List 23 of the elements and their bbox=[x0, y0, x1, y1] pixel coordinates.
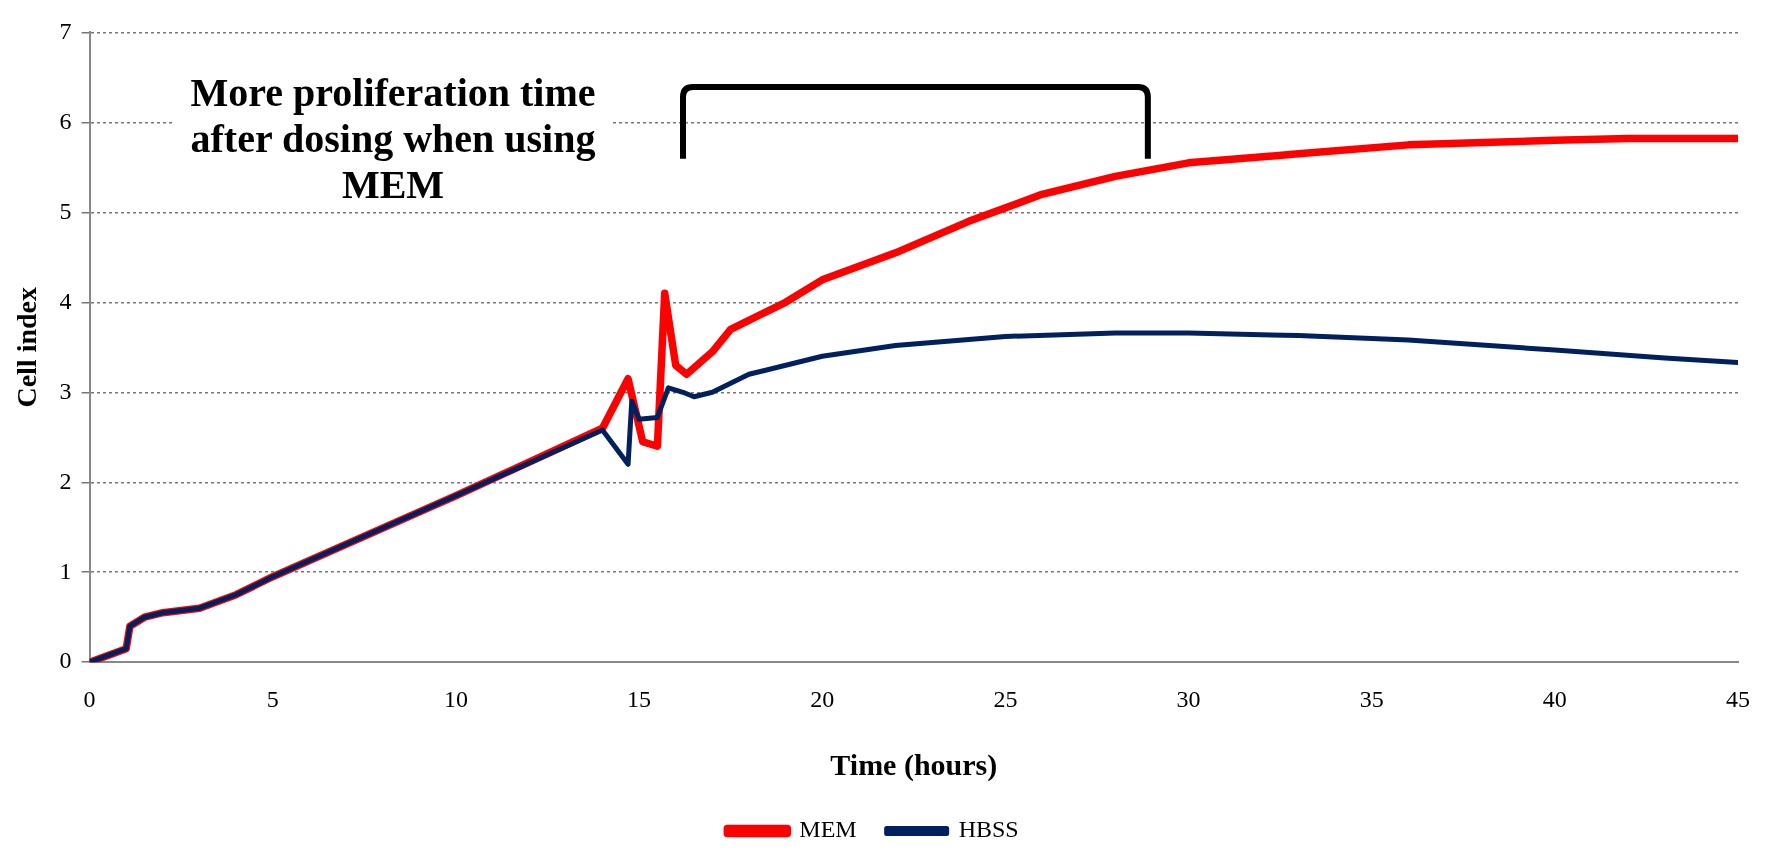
annotation: More proliferation time after dosing when using MEM bbox=[173, 70, 613, 208]
y-tick-label: 7 bbox=[59, 17, 72, 44]
legend-label: HBSS bbox=[958, 816, 1019, 843]
x-tick-label: 45 bbox=[1726, 685, 1750, 712]
x-tick-label: 25 bbox=[993, 685, 1018, 712]
x-tick-label: 40 bbox=[1542, 685, 1567, 712]
y-tick-label: 4 bbox=[59, 287, 72, 314]
y-tick-label: 1 bbox=[59, 557, 72, 584]
x-tick-label: 0 bbox=[83, 685, 96, 712]
legend-label: MEM bbox=[799, 816, 857, 843]
x-tick-label: 10 bbox=[443, 685, 468, 712]
y-tick-label: 3 bbox=[59, 377, 72, 404]
x-tick-label: 35 bbox=[1359, 685, 1384, 712]
y-axis-title: Cell index bbox=[11, 287, 43, 408]
y-tick-label: 5 bbox=[59, 197, 72, 224]
x-tick-label: 30 bbox=[1176, 685, 1201, 712]
x-axis-title: Time (hours) bbox=[830, 747, 998, 782]
x-tick-label: 15 bbox=[627, 685, 652, 712]
x-tick-label: 5 bbox=[266, 685, 279, 712]
y-tick-label: 0 bbox=[59, 647, 72, 674]
x-tick-label: 20 bbox=[810, 685, 835, 712]
y-tick-label: 6 bbox=[59, 107, 72, 134]
y-tick-label: 2 bbox=[59, 467, 72, 494]
